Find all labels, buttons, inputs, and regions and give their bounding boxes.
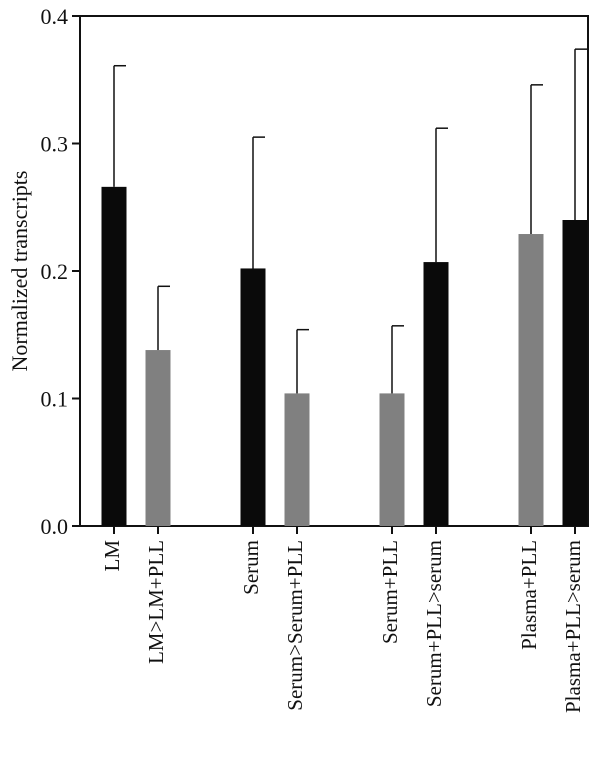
bar (145, 350, 171, 526)
bar (379, 393, 405, 526)
error-bars-layer (113, 48, 587, 394)
x-category-label: Serum>Serum+PLL (283, 540, 307, 711)
bar (423, 262, 449, 526)
x-category-label: LM>LM+PLL (144, 540, 168, 664)
y-tick-label: 0.0 (41, 514, 69, 539)
bar (101, 186, 127, 526)
bar (240, 268, 266, 526)
x-category-label: Plasma+PLL (517, 540, 541, 650)
y-axis: 0.0 0.1 0.2 0.3 0.4 (41, 4, 80, 539)
x-category-label: Serum (239, 540, 263, 595)
bar (518, 234, 544, 526)
x-axis-labels: LM LM>LM+PLL Serum Serum>Serum+PLL Serum+PLL… (100, 526, 585, 713)
bars-layer (101, 186, 588, 526)
y-tick-label: 0.1 (41, 387, 69, 412)
y-tick-label: 0.3 (41, 132, 69, 157)
y-tick-label: 0.4 (41, 4, 69, 29)
x-category-label: LM (100, 540, 124, 572)
x-category-label: Serum+PLL (378, 540, 402, 644)
x-category-label: Serum+PLL>serum (422, 540, 446, 707)
y-axis-title: Normalized transcripts (7, 171, 32, 372)
bar (562, 220, 588, 526)
bar (284, 393, 310, 526)
x-category-label: Plasma+PLL>serum (561, 540, 585, 713)
y-tick-label: 0.2 (41, 259, 69, 284)
